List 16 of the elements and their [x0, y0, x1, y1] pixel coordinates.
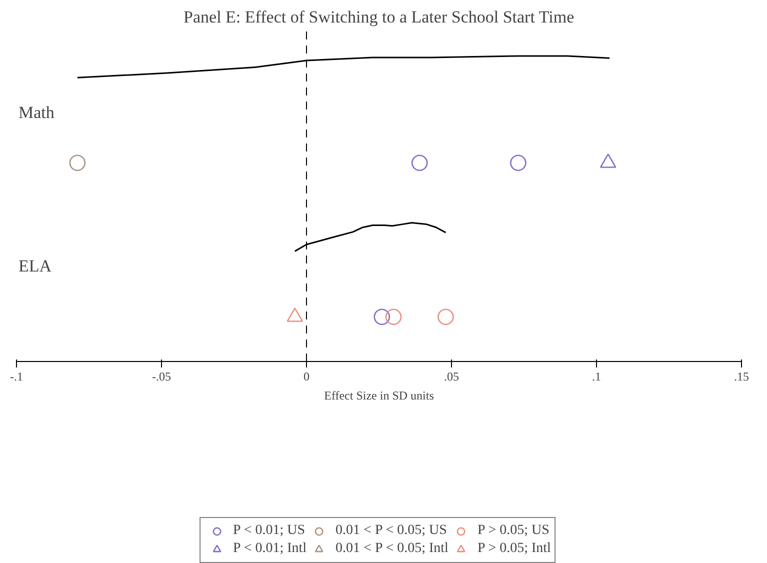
x-tick-label: -.05	[152, 370, 171, 384]
legend-label: P > 0.05; US	[477, 522, 550, 540]
legend-label: 0.01 < P < 0.05; Intl	[336, 540, 448, 558]
x-axis-title: Effect Size in SD units	[324, 388, 434, 402]
annotation: Math	[18, 102, 55, 122]
x-tick-label: .1	[592, 370, 601, 384]
x-tick-label: 0	[304, 370, 310, 384]
annotation: ELA	[18, 256, 52, 276]
x-tick-label: .05	[444, 370, 459, 384]
x-tick-label: .15	[734, 370, 749, 384]
legend-label: P < 0.01; Intl	[233, 540, 307, 558]
legend-label: 0.01 < P < 0.05; US	[336, 522, 447, 540]
legend-label: P < 0.01; US	[233, 522, 306, 540]
x-tick-label: -.1	[10, 370, 23, 384]
chart-title: Panel E: Effect of Switching to a Later School Start Time	[184, 8, 574, 26]
legend-label: P > 0.05; Intl	[477, 540, 551, 558]
